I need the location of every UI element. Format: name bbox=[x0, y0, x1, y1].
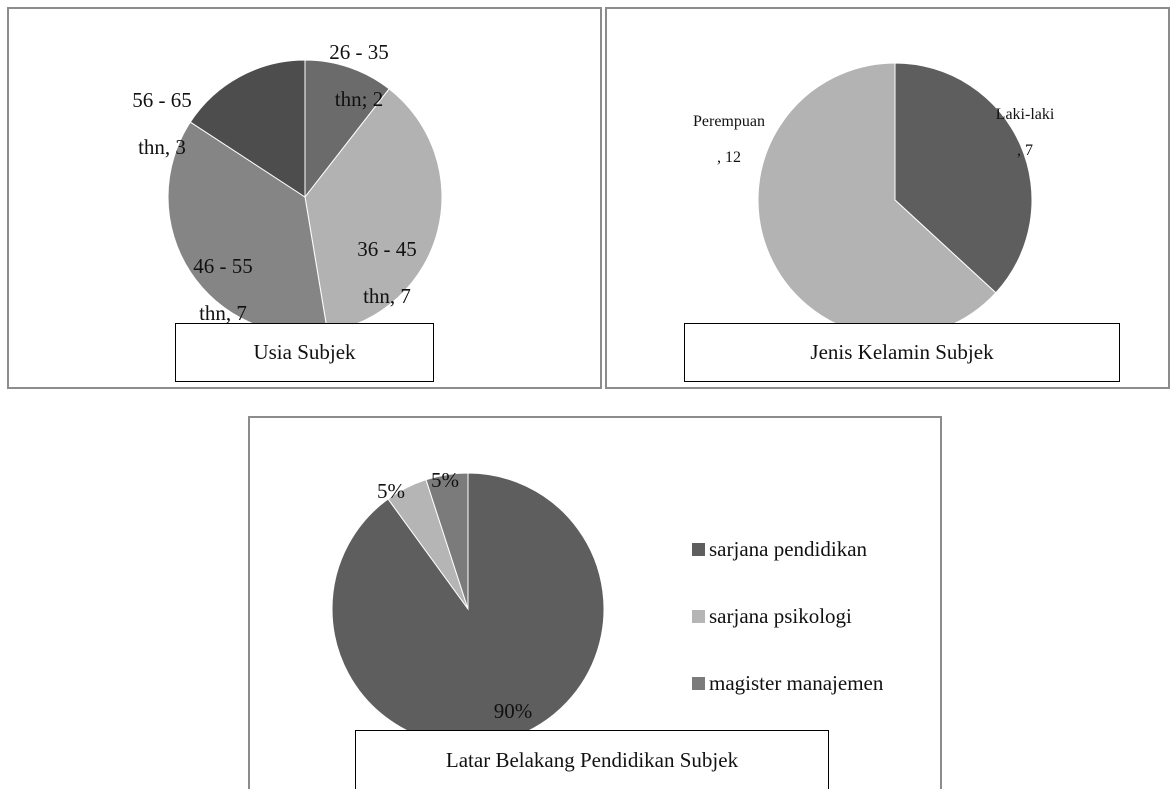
gender-label-laki-laki: Laki-laki , 7 bbox=[995, 105, 1055, 159]
legend-label: sarjana pendidikan bbox=[709, 536, 868, 561]
legend-label: sarjana psikologi bbox=[709, 603, 852, 628]
gender-pie-svg bbox=[757, 62, 1033, 338]
age-chart-panel: 26 - 35 thn; 2 36 - 45 thn, 7 46 - 55 th… bbox=[7, 7, 602, 389]
gender-chart-title: Jenis Kelamin Subjek bbox=[684, 323, 1120, 382]
legend-swatch bbox=[692, 542, 705, 556]
age-label-46-55: 46 - 55 thn, 7 bbox=[193, 253, 253, 325]
education-pie-svg bbox=[331, 472, 605, 746]
edu-label-manajemen: 5% bbox=[431, 467, 459, 492]
gender-label-perempuan: Perempuan , 12 bbox=[693, 112, 765, 166]
age-chart-title: Usia Subjek bbox=[175, 323, 434, 382]
education-chart-title: Latar Belakang Pendidikan Subjek bbox=[355, 730, 829, 789]
education-slice-2 bbox=[425, 472, 469, 610]
legend-swatch bbox=[692, 676, 705, 690]
legend-swatch bbox=[692, 609, 705, 623]
age-label-56-65: 56 - 65 thn, 3 bbox=[132, 87, 192, 159]
gender-slice-0 bbox=[894, 62, 1033, 294]
gender-chart-panel: Laki-laki , 7 Perempuan , 12 Jenis Kelam… bbox=[605, 7, 1170, 389]
age-slice-1 bbox=[304, 88, 443, 333]
age-label-36-45: 36 - 45 thn, 7 bbox=[357, 236, 417, 308]
age-pie-svg bbox=[167, 59, 443, 335]
education-chart-panel: 5% 5% 90% sarjana pendidikan sarjana psi… bbox=[248, 416, 942, 789]
age-slice-0 bbox=[304, 59, 390, 199]
edu-label-pendidikan: 90% bbox=[493, 698, 533, 723]
age-slice-3 bbox=[189, 59, 306, 198]
legend-item-sarjana-psikologi: sarjana psikologi bbox=[692, 601, 883, 631]
age-label-26-35: 26 - 35 thn; 2 bbox=[329, 39, 389, 111]
legend-item-magister-manajemen: magister manajemen bbox=[692, 668, 883, 698]
legend-item-sarjana-pendidikan: sarjana pendidikan bbox=[692, 534, 883, 564]
legend-label: magister manajemen bbox=[709, 670, 884, 695]
edu-label-psikologi: 5% bbox=[377, 478, 405, 503]
education-legend: sarjana pendidikan sarjana psikologi mag… bbox=[692, 534, 883, 735]
